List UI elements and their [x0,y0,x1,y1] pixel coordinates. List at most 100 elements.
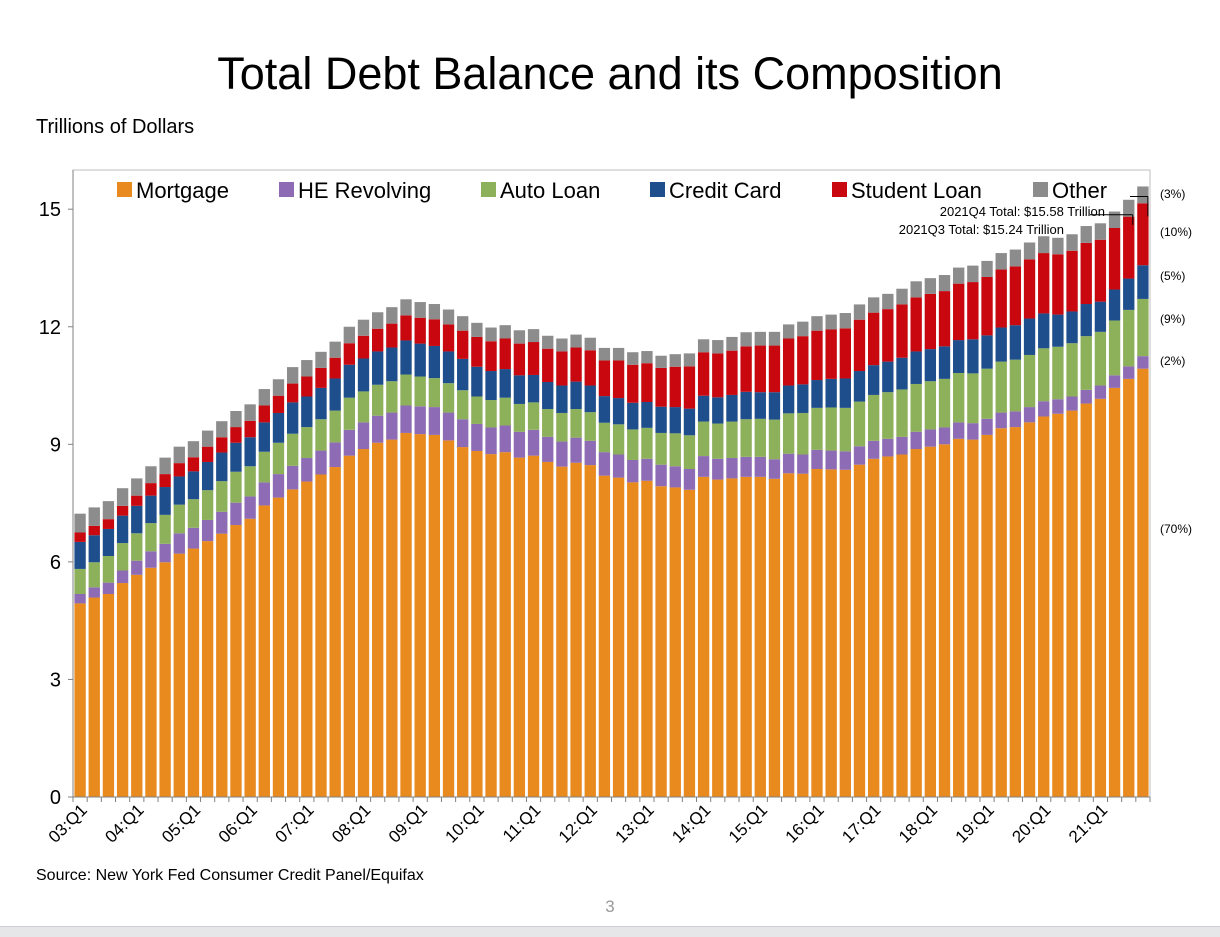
bar-he-revolving [301,458,313,482]
bar-credit-card [102,528,115,556]
bar-credit-card [457,358,469,391]
bar-mortgage [1009,427,1022,797]
bar-he-revolving [882,438,894,457]
bar-auto-loan [867,394,880,441]
bar-credit-card [612,398,625,425]
bar-mortgage [230,525,242,797]
bar-auto-loan [1080,336,1092,390]
bar-he-revolving [839,451,851,470]
bar-credit-card [499,369,511,398]
bar-auto-loan [712,423,724,459]
bar-mortgage [258,505,270,797]
bar-he-revolving [655,464,667,487]
bar-mortgage [428,434,441,797]
bar-other [542,335,554,349]
bar-student-loan [286,383,299,403]
bar-auto-loan [400,374,412,406]
bar-student-loan [953,283,965,341]
bar-student-loan [329,357,341,379]
bar-other [187,441,200,458]
bar-mortgage [1080,403,1092,797]
bar-credit-card [967,339,979,374]
bar-mortgage [853,464,866,797]
bar-auto-loan [683,435,696,470]
bar-he-revolving [641,458,653,481]
bar-credit-card [230,442,242,472]
bar-student-loan [74,532,86,542]
bar-he-revolving [216,511,228,534]
bar-other [981,260,993,277]
bar-student-loan [513,343,526,376]
bar-auto-loan [1094,331,1107,386]
bar-he-revolving [372,415,384,443]
bar-credit-card [357,358,370,392]
bar-student-loan [499,338,511,370]
bar-auto-loan [329,410,341,443]
bar-he-revolving [867,440,880,459]
bar-auto-loan [811,407,823,450]
bar-student-loan [258,405,270,423]
bar-other [513,330,526,344]
share-label: (70%) [1160,522,1192,536]
bar-other [1108,211,1121,228]
bar-credit-card [938,346,951,379]
bar-other [527,329,540,343]
bar-credit-card [740,391,752,420]
legend-label: Credit Card [669,178,781,203]
legend-swatch-mortgage [117,182,132,197]
bar-credit-card [811,380,823,408]
bar-other [428,304,441,320]
bar-student-loan [641,363,653,402]
bar-credit-card [910,351,922,384]
bar-mortgage [527,455,540,797]
bar-auto-loan [896,389,908,437]
bar-credit-card [953,340,965,373]
bar-auto-loan [258,451,270,483]
bar-mortgage [386,439,398,797]
bar-other [372,312,384,329]
x-tick-label: 21:Q1 [1065,800,1111,846]
bar-credit-card [712,397,724,424]
bar-he-revolving [329,442,341,468]
bar-mortgage [896,454,908,797]
bar-he-revolving [1066,396,1078,411]
bar-student-loan [612,360,625,399]
y-tick-label: 3 [50,669,61,691]
bar-mortgage [797,473,809,797]
bar-credit-card [584,385,596,413]
bar-other [442,309,455,325]
legend-swatch-he-revolving [279,182,294,197]
bar-auto-loan [556,412,568,442]
bar-mortgage [74,603,86,797]
bar-auto-loan [116,543,129,571]
bar-credit-card [1038,313,1050,349]
legend-swatch-auto-loan [481,182,496,197]
bar-he-revolving [556,441,568,467]
bar-auto-loan [570,409,582,438]
bar-he-revolving [853,446,866,465]
bar-student-loan [343,343,356,365]
legend-swatch-student-loan [832,182,847,197]
bar-credit-card [187,471,200,500]
bar-other [400,299,412,316]
bar-auto-loan [1038,348,1050,402]
bar-mortgage [570,462,582,797]
bar-mortgage [216,533,228,797]
bar-other [570,334,582,348]
bar-he-revolving [471,423,483,451]
bar-mortgage [173,553,185,797]
bar-credit-card [669,407,681,434]
bar-he-revolving [187,527,200,549]
bar-mortgage [116,583,129,797]
bar-credit-card [542,382,554,410]
bar-auto-loan [173,504,185,534]
x-tick-label: 07:Q1 [271,800,317,846]
bar-student-loan [1108,227,1121,290]
share-label: (5%) [1160,269,1185,283]
bar-other [1009,249,1022,267]
bar-other [669,354,681,367]
bar-mortgage [967,439,979,797]
bar-credit-card [400,340,412,375]
bar-other [145,466,157,484]
bar-mortgage [924,446,937,797]
